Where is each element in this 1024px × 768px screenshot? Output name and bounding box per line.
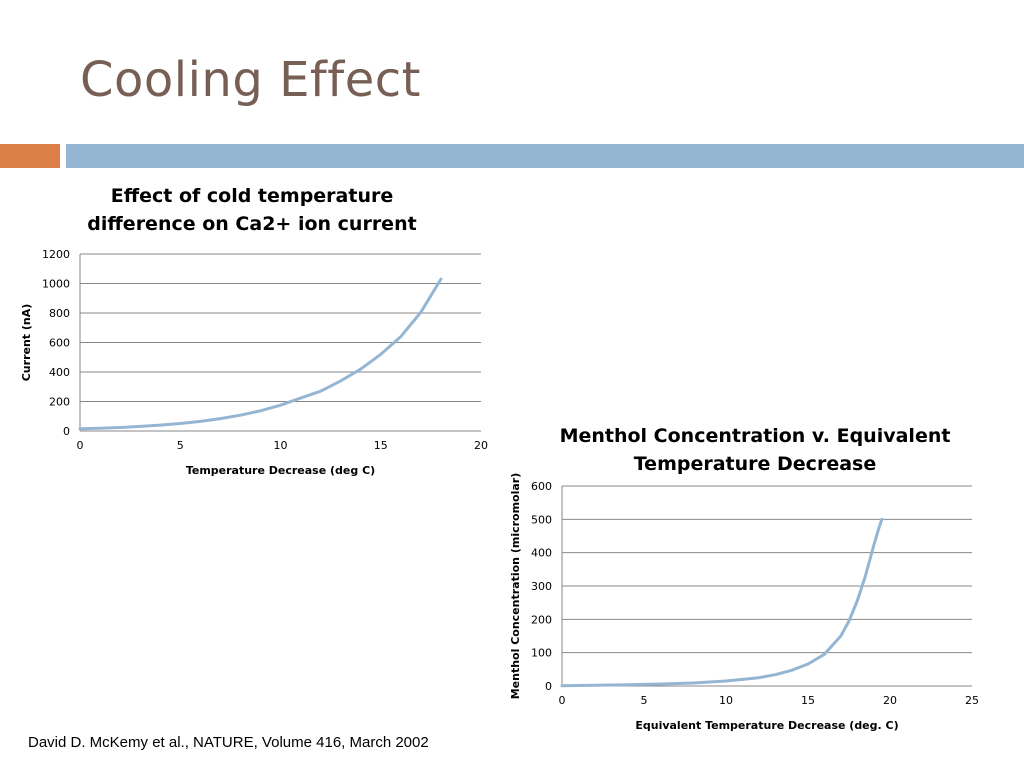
x-tick-label: 20 — [883, 694, 897, 707]
x-tick-label: 0 — [77, 439, 84, 452]
x-axis-title: Equivalent Temperature Decrease (deg. C) — [635, 719, 898, 732]
y-tick-label: 200 — [49, 396, 70, 409]
x-tick-label: 5 — [177, 439, 184, 452]
y-tick-label: 400 — [531, 547, 552, 560]
y-tick-label: 300 — [531, 580, 552, 593]
x-tick-label: 10 — [719, 694, 733, 707]
x-tick-label: 0 — [559, 694, 566, 707]
y-tick-label: 100 — [531, 647, 552, 660]
x-tick-label: 15 — [801, 694, 815, 707]
y-tick-label: 1000 — [42, 278, 70, 291]
series-line — [560, 517, 884, 688]
x-tick-label: 5 — [641, 694, 648, 707]
x-tick-label: 10 — [274, 439, 288, 452]
accent-bar-blue — [66, 144, 1024, 168]
y-tick-label: 0 — [545, 680, 552, 693]
x-tick-label: 15 — [374, 439, 388, 452]
x-tick-label: 20 — [474, 439, 488, 452]
chart-title-line: difference on Ca2+ ion current — [87, 213, 416, 235]
y-tick-label: 800 — [49, 307, 70, 320]
y-tick-label: 600 — [531, 480, 552, 493]
chart-title-line: Temperature Decrease — [634, 453, 876, 475]
chart-title-line: Menthol Concentration v. Equivalent — [560, 425, 951, 447]
slide-title: Cooling Effect — [80, 52, 421, 108]
y-tick-label: 500 — [531, 513, 552, 526]
y-axis-title: Menthol Concentration (micromolar) — [509, 473, 522, 700]
y-tick-label: 1200 — [42, 248, 70, 261]
chart-title-line: Effect of cold temperature — [111, 185, 394, 207]
y-tick-label: 0 — [63, 425, 70, 438]
y-axis-title: Current (nA) — [20, 304, 33, 382]
y-tick-label: 400 — [49, 366, 70, 379]
x-tick-label: 25 — [965, 694, 979, 707]
citation: David D. McKemy et al., NATURE, Volume 4… — [28, 734, 429, 751]
y-tick-label: 600 — [49, 337, 70, 350]
x-axis-title: Temperature Decrease (deg C) — [186, 464, 375, 477]
accent-bar-orange — [0, 144, 60, 168]
y-tick-label: 200 — [531, 613, 552, 626]
series-line — [78, 277, 443, 431]
